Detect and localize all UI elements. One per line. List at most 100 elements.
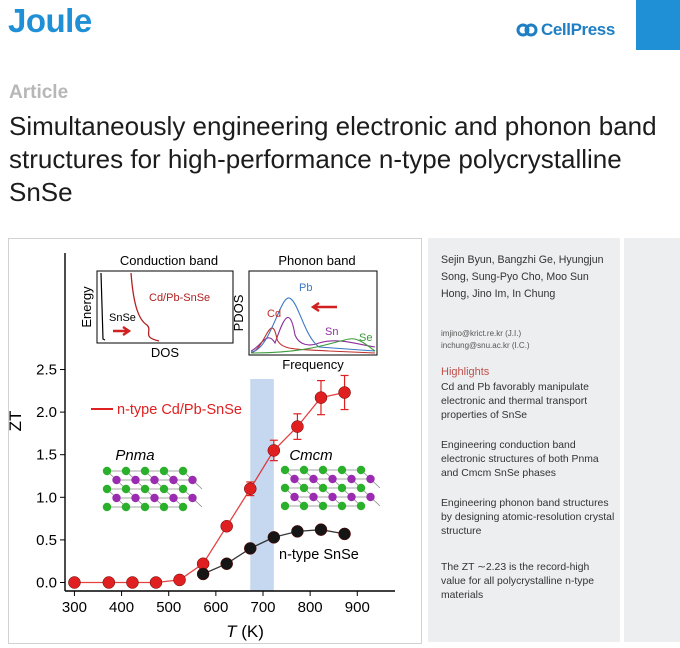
data-point: [338, 527, 351, 541]
summary-panel: Sejin Byun, Bangzhi Ge, Hyungjun Song, S…: [428, 238, 620, 642]
pdos-curve: [250, 338, 376, 354]
data-point: [314, 523, 328, 536]
series-label-cdpb: n-type Cd/Pb-SnSe: [117, 402, 242, 418]
atom: [290, 492, 299, 502]
atom: [328, 492, 337, 502]
atom: [131, 493, 140, 503]
data-point: [244, 482, 257, 496]
pnma-structure: [102, 466, 203, 512]
shift-arrow: [113, 326, 132, 336]
atom: [150, 493, 159, 503]
cellpress-logo-icon: [516, 23, 538, 37]
atom: [159, 502, 169, 512]
atom: [169, 493, 178, 503]
atom: [337, 501, 347, 511]
data-point: [314, 391, 328, 404]
atom: [102, 466, 112, 476]
highlight-4: The ZT ∼2.23 is the record-high value fo…: [441, 562, 595, 601]
atom: [356, 501, 366, 511]
inset-frame: [96, 270, 234, 344]
atom: [356, 483, 366, 493]
atom: [102, 484, 112, 494]
atom: [178, 502, 188, 512]
data-point: [102, 576, 116, 589]
inset-xlabel: DOS: [151, 345, 180, 360]
phase-label-cmcm: Cmcm: [289, 447, 332, 464]
email-2[interactable]: inchung@snu.ac.kr (I.C.): [441, 341, 530, 350]
contact-emails: imjino@krict.re.kr (J.I.) inchung@snu.ac…: [441, 328, 530, 352]
atom: [188, 475, 197, 485]
inset-title: Conduction band: [120, 253, 218, 268]
snse-dos-curve: [100, 272, 106, 341]
inset-label: SnSe: [109, 312, 136, 324]
insets: Conduction bandEnergyDOSSnSeCd/Pb-SnSePh…: [79, 253, 378, 372]
inset-title: Phonon band: [278, 253, 355, 268]
cmcm-structure: [280, 465, 381, 511]
y-tick-label: 2.0: [36, 404, 57, 421]
phonon-inset: Phonon band PDOS Frequency Pb Cd Sn Se: [231, 253, 378, 372]
y-tick-label: 1.5: [36, 447, 57, 464]
series-label-snse: n-type SnSe: [279, 547, 359, 563]
x-tick-label: 700: [250, 599, 275, 616]
x-tick-label: 400: [109, 599, 134, 616]
atom: [178, 484, 188, 494]
atom: [366, 474, 375, 484]
zt-chart: 300 400 500 600 700 800 9000.00.51.01.52.02.5 …: [6, 253, 395, 641]
highlight-1: Cd and Pb favorably manipulate electroni…: [441, 382, 589, 421]
atom: [328, 474, 337, 484]
inset-xlabel: Frequency: [282, 357, 344, 372]
data-point: [220, 557, 233, 570]
atom: [337, 465, 347, 475]
article-title: Simultaneously engineering electronic an…: [9, 111, 657, 207]
atom: [337, 483, 347, 493]
atom: [299, 501, 309, 511]
atom: [318, 501, 328, 511]
corner-tab: [636, 0, 680, 50]
atom: [131, 475, 140, 485]
atom: [280, 501, 290, 511]
data-point: [244, 542, 257, 555]
atom: [280, 483, 290, 493]
crystal-structures: [102, 465, 381, 512]
atom: [150, 475, 159, 485]
x-tick-label: 500: [156, 599, 181, 616]
atom: [309, 474, 318, 484]
series-layer: [68, 374, 351, 589]
side-strip: [624, 238, 680, 642]
journal-name: Joule: [8, 2, 92, 39]
pdos-curve: [250, 297, 376, 353]
publisher-logo: CellPress: [516, 20, 615, 40]
atom: [299, 483, 309, 493]
atom: [140, 484, 150, 494]
atom: [188, 493, 197, 503]
email-1[interactable]: imjino@krict.re.kr (J.I.): [441, 329, 522, 338]
article-type: Article: [9, 82, 69, 103]
atom: [112, 475, 121, 485]
atom: [159, 484, 169, 494]
publisher-name: CellPress: [541, 20, 615, 39]
x-tick-label: 900: [345, 599, 370, 616]
pdos-curve: [250, 327, 376, 354]
atom: [121, 484, 131, 494]
data-point: [267, 444, 281, 457]
atom: [347, 474, 356, 484]
data-point: [173, 573, 186, 587]
cdpb-dos-curve: [130, 272, 160, 342]
inset-label: Pb: [299, 282, 312, 294]
data-point: [291, 420, 304, 433]
data-point: [68, 576, 81, 589]
chart-axes: 300 400 500 600 700 800 900 0.0 0.5 1.0 1.5 2.0 2.5: [36, 253, 395, 616]
x-tick-label: 300: [62, 599, 87, 616]
atom: [290, 474, 299, 484]
graphical-abstract: 300 400 500 600 700 800 900 0.0 0.5 1.0 1.5 2.0 2.5 …: [6, 238, 422, 644]
data-point: [126, 576, 139, 589]
atom: [366, 492, 375, 502]
atom: [309, 492, 318, 502]
atom: [102, 502, 112, 512]
atom: [140, 466, 150, 476]
inset-ylabel: Energy: [79, 286, 94, 328]
inset-label: Se: [359, 332, 372, 344]
x-axis-label: T (K): [226, 622, 264, 641]
conduction-inset: Conduction band Energy DOS SnSe Cd/Pb-SnSe: [79, 253, 234, 360]
atom: [318, 465, 328, 475]
